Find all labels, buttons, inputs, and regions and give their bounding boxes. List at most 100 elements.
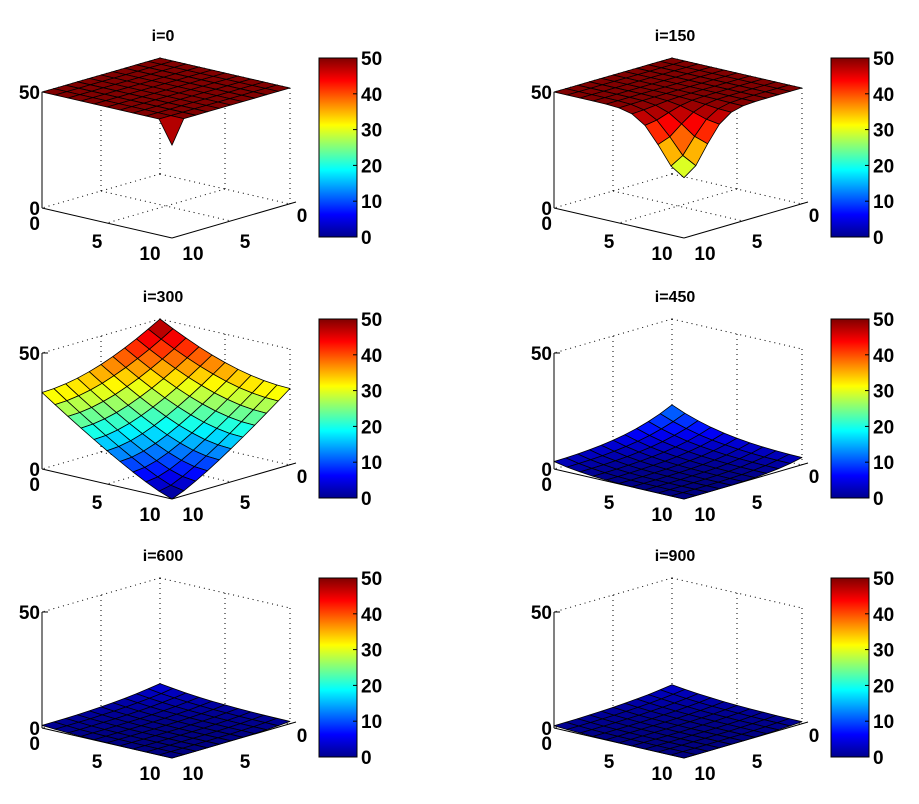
x-tick-label: 10 <box>651 764 672 785</box>
x-tick-label: 10 <box>139 505 160 526</box>
colorbar-tick-label: 40 <box>873 605 894 626</box>
colorbar-tick-label: 50 <box>361 310 382 331</box>
colorbar-tick-label: 50 <box>361 569 382 590</box>
grid-line <box>100 190 232 222</box>
colorbar-tick-label: 20 <box>873 156 894 177</box>
colorbar <box>830 577 870 758</box>
colorbar-tick-label: 40 <box>361 605 382 626</box>
z-tick-label: 0 <box>541 460 552 481</box>
grid-line <box>553 173 673 209</box>
y-tick-label: 10 <box>694 244 715 265</box>
colorbar-tick-label: 10 <box>873 712 894 733</box>
colorbar-tick-label: 20 <box>361 676 382 697</box>
colorbar-tick-label: 0 <box>361 748 372 769</box>
y-tick-label: 0 <box>297 206 308 227</box>
z-tick-label: 50 <box>531 344 552 365</box>
x-tick-label: 0 <box>29 214 40 235</box>
x-tick-label: 10 <box>651 244 672 265</box>
colorbar <box>830 57 870 238</box>
x-tick-label: 10 <box>139 764 160 785</box>
x-tick-label: 5 <box>604 493 615 514</box>
x-tick-label: 0 <box>29 734 40 755</box>
plot-title: i=600 <box>143 548 184 565</box>
colorbar-tick-label: 10 <box>361 453 382 474</box>
z-tick-label: 0 <box>541 199 552 220</box>
x-tick-label: 0 <box>541 734 552 755</box>
x-axis <box>553 207 685 239</box>
y-tick-label: 5 <box>240 752 251 773</box>
z-tick-label: 50 <box>19 344 40 365</box>
colorbar-tick-label: 30 <box>873 121 894 142</box>
grid-line <box>41 318 161 354</box>
x-tick-label: 5 <box>92 232 103 253</box>
x-tick-label: 5 <box>604 232 615 253</box>
x-tick-label: 0 <box>29 475 40 496</box>
y-tick-label: 10 <box>182 764 203 785</box>
colorbar-tick-label: 20 <box>873 417 894 438</box>
colorbar-tick-label: 10 <box>873 453 894 474</box>
plot-title: i=450 <box>655 289 696 306</box>
colorbar-tick-label: 10 <box>873 192 894 213</box>
x-tick-label: 5 <box>604 752 615 773</box>
x-tick-label: 5 <box>92 493 103 514</box>
z-tick-label: 50 <box>531 603 552 624</box>
y-tick-label: 10 <box>694 764 715 785</box>
y-tick-label: 0 <box>809 467 820 488</box>
y-axis <box>683 201 809 239</box>
y-tick-label: 5 <box>752 232 763 253</box>
colorbar <box>318 57 358 238</box>
surface-face <box>158 751 185 759</box>
z-tick-label: 50 <box>531 83 552 104</box>
colorbar-tick-label: 30 <box>361 121 382 142</box>
y-tick-label: 10 <box>694 505 715 526</box>
x-tick-label: 0 <box>541 475 552 496</box>
surface-face <box>670 492 697 500</box>
z-tick-label: 0 <box>29 460 40 481</box>
colorbar-tick-label: 30 <box>361 382 382 403</box>
y-tick-label: 5 <box>752 493 763 514</box>
plot-title: i=0 <box>152 28 175 45</box>
colorbar-tick-label: 0 <box>361 228 372 249</box>
colorbar-tick-label: 30 <box>873 641 894 662</box>
colorbar-tick-label: 10 <box>361 192 382 213</box>
colorbar-tick-label: 40 <box>873 85 894 106</box>
colorbar-tick-label: 20 <box>361 417 382 438</box>
y-tick-label: 0 <box>809 726 820 747</box>
colorbar-tick-label: 30 <box>361 641 382 662</box>
z-tick-label: 0 <box>541 719 552 740</box>
x-tick-label: 10 <box>139 244 160 265</box>
colorbar-tick-label: 10 <box>361 712 382 733</box>
grid-line <box>618 188 738 224</box>
grid-line <box>553 318 673 354</box>
colorbar-tick-label: 0 <box>361 489 372 510</box>
y-tick-label: 5 <box>240 232 251 253</box>
surface-face <box>158 484 185 500</box>
colorbar-tick-label: 50 <box>873 49 894 70</box>
y-tick-label: 5 <box>752 752 763 773</box>
colorbar-tick-label: 50 <box>873 310 894 331</box>
colorbar-tick-label: 40 <box>361 85 382 106</box>
plot-title: i=900 <box>655 548 696 565</box>
colorbar-tick-label: 20 <box>873 676 894 697</box>
z-tick-label: 0 <box>29 719 40 740</box>
x-axis <box>41 468 173 500</box>
colorbar-tick-label: 0 <box>873 228 884 249</box>
x-tick-label: 10 <box>651 505 672 526</box>
colorbar-tick-label: 40 <box>873 346 894 367</box>
colorbar-tick-label: 0 <box>873 489 884 510</box>
y-tick-label: 0 <box>297 467 308 488</box>
z-tick-label: 50 <box>19 83 40 104</box>
grid-line <box>41 173 161 209</box>
x-axis <box>41 207 173 239</box>
y-tick-label: 0 <box>809 206 820 227</box>
colorbar-tick-label: 20 <box>361 156 382 177</box>
grid-line <box>553 577 673 613</box>
colorbar <box>318 318 358 499</box>
y-axis <box>171 462 297 500</box>
